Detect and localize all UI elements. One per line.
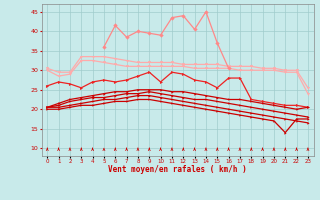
X-axis label: Vent moyen/en rafales ( km/h ): Vent moyen/en rafales ( km/h ) xyxy=(108,165,247,174)
